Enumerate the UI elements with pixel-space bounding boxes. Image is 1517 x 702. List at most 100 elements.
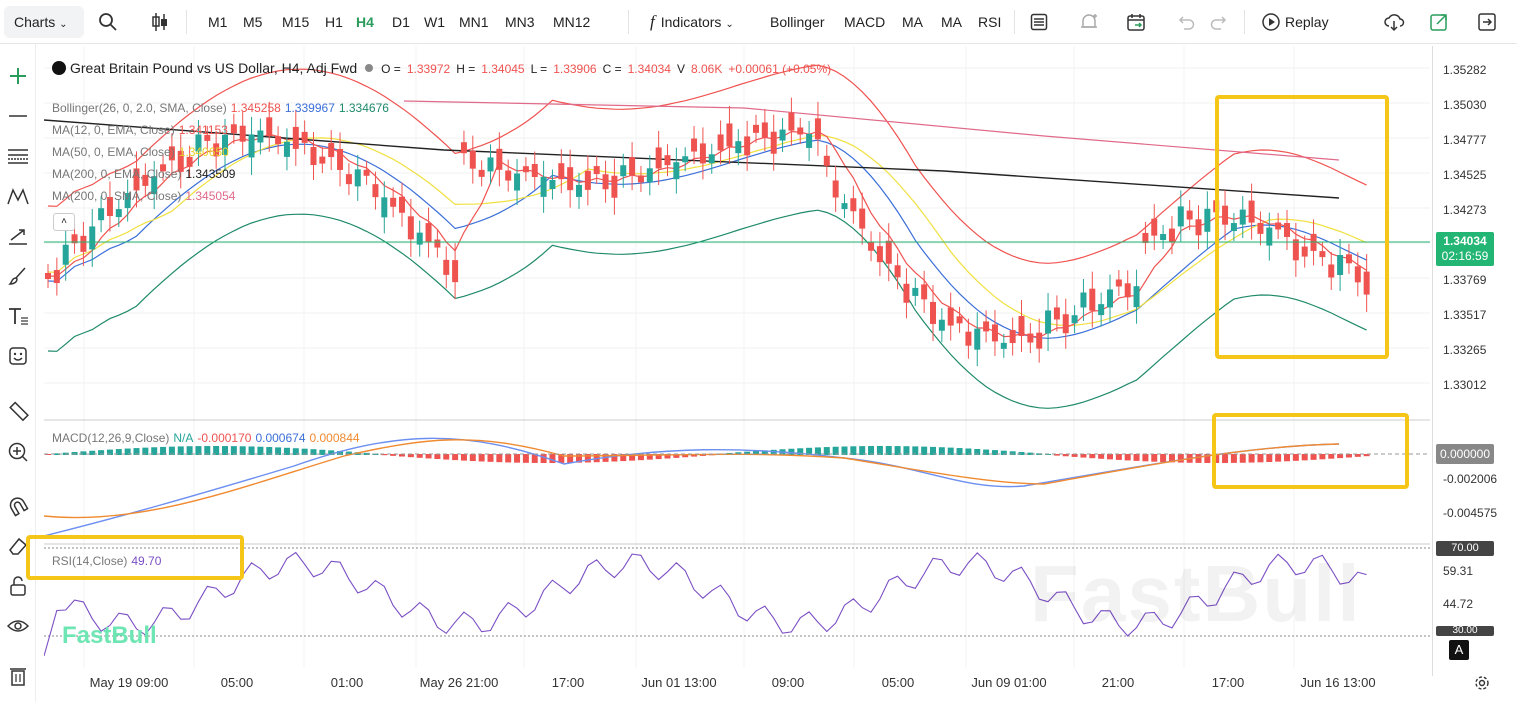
tf-m1[interactable]: M1: [208, 14, 228, 30]
candle-body: [629, 157, 636, 176]
candle-body: [885, 240, 892, 264]
candle-body: [407, 216, 414, 240]
horizontal-line-icon[interactable]: [6, 104, 30, 128]
macd-histogram-bar: [257, 446, 264, 455]
trend-line-icon[interactable]: [6, 224, 30, 248]
share-icon[interactable]: [1428, 11, 1450, 33]
emoji-icon[interactable]: [6, 344, 30, 368]
candle-body: [1098, 304, 1105, 316]
charts-menu-button[interactable]: Charts ⌄: [4, 6, 84, 38]
indicator-rsi[interactable]: RSI: [978, 14, 1002, 30]
macd-histogram-bar: [1080, 454, 1087, 458]
top-toolbar: Charts ⌄ M1 M5 M15 H1 H4 D1 W1 MN1 MN3 M…: [0, 0, 1517, 44]
candle-body: [1363, 271, 1370, 295]
candle-body: [505, 170, 512, 181]
legend-macd[interactable]: MACD(12,26,9,Close) N/A -0.000170 0.000674 0…: [52, 431, 364, 445]
calendar-icon[interactable]: [1125, 11, 1147, 33]
macd-histogram-bar: [814, 447, 821, 455]
tf-h1[interactable]: H1: [325, 14, 343, 30]
candle-body: [921, 284, 928, 300]
legend-bollinger[interactable]: Bollinger(26, 0, 2.0, SMA, Close) 1.34525…: [52, 101, 393, 115]
legend-ma200-sma[interactable]: MA(200, 0, SMA, Close) 1.345054: [52, 189, 239, 203]
auto-scale-button[interactable]: A: [1449, 640, 1469, 660]
search-icon[interactable]: [96, 10, 120, 34]
macd-histogram-bar: [514, 454, 521, 463]
crosshair-icon[interactable]: [6, 64, 30, 88]
indicators-button[interactable]: f Indicators ⌄: [650, 0, 734, 44]
brush-icon[interactable]: [6, 264, 30, 288]
legend-ma50[interactable]: MA(50, 0, EMA, Close) 1.340650: [52, 145, 233, 159]
legend-rsi[interactable]: RSI(14,Close) 49.70: [52, 554, 165, 568]
tf-d1[interactable]: D1: [392, 14, 410, 30]
template-icon[interactable]: [1028, 11, 1050, 33]
price-chart[interactable]: [44, 46, 1430, 668]
fibonacci-icon[interactable]: [6, 144, 30, 168]
legend-ma12[interactable]: MA(12, 0, EMA, Close) 1.341153: [52, 123, 232, 137]
macd-histogram-bar: [1160, 454, 1167, 463]
candle-body: [540, 176, 547, 197]
lock-icon[interactable]: [6, 574, 30, 598]
indicator-bollinger[interactable]: Bollinger: [770, 14, 825, 30]
candle-body: [363, 169, 370, 176]
exit-fullscreen-icon[interactable]: [1476, 11, 1498, 33]
macd-histogram-bar: [753, 451, 759, 455]
time-axis[interactable]: May 19 09:00 05:00 01:00 May 26 21:00 17…: [44, 668, 1430, 702]
indicator-ma-1[interactable]: MA: [902, 14, 923, 30]
candlestick-type-icon[interactable]: [148, 10, 172, 34]
candle-body: [770, 131, 777, 154]
ma12-line: [47, 130, 1367, 339]
candle-body: [930, 301, 936, 324]
collapse-legend-button[interactable]: ˄: [53, 213, 75, 231]
tf-m15[interactable]: M15: [282, 14, 310, 30]
redo-icon[interactable]: [1207, 11, 1229, 33]
eraser-icon[interactable]: [6, 534, 30, 558]
indicator-macd[interactable]: MACD: [844, 14, 886, 30]
highlight-box-price: [1215, 95, 1389, 359]
text-tool-icon[interactable]: [6, 304, 30, 328]
tf-mn1[interactable]: MN1: [459, 14, 489, 30]
chevron-up-icon: ˄: [61, 216, 67, 227]
macd-histogram-bar: [1275, 454, 1282, 462]
macd-histogram-bar: [1310, 454, 1317, 460]
magnet-icon[interactable]: [6, 494, 30, 518]
macd-histogram-bar: [974, 449, 981, 455]
zoom-in-icon[interactable]: [6, 440, 30, 464]
pattern-icon[interactable]: [6, 184, 30, 208]
tf-w1[interactable]: W1: [424, 14, 445, 30]
macd-histogram-bar: [1319, 454, 1326, 460]
alert-bell-icon[interactable]: [1078, 11, 1100, 33]
tf-mn3[interactable]: MN3: [505, 14, 535, 30]
candle-body: [514, 173, 521, 191]
candle-body: [1115, 279, 1122, 287]
ma200-sma-line: [403, 100, 1340, 161]
replay-icon[interactable]: [1260, 11, 1282, 33]
tf-mn12[interactable]: MN12: [553, 14, 591, 30]
legend-ma200-ema[interactable]: MA(200, 0, EMA, Close) 1.343509: [52, 167, 239, 181]
candle-body: [372, 184, 379, 198]
ma50-line: [47, 134, 1367, 327]
candle-body: [1053, 307, 1060, 320]
cloud-download-icon[interactable]: [1382, 11, 1406, 33]
macd-na: N/A: [173, 431, 194, 445]
macd-histogram-bar: [292, 448, 299, 455]
candle-body: [186, 156, 193, 167]
candle-body: [549, 180, 556, 190]
tf-m5[interactable]: M5: [243, 14, 263, 30]
candle-body: [912, 287, 919, 296]
settings-gear-icon[interactable]: [1472, 673, 1492, 693]
macd-histogram-bar: [416, 454, 423, 458]
price-axis[interactable]: 1.35282 1.35030 1.34777 1.34525 1.34273 …: [1432, 46, 1517, 676]
volume-value: 8.06K: [691, 62, 723, 76]
trash-icon[interactable]: [6, 664, 30, 688]
undo-icon[interactable]: [1176, 11, 1198, 33]
ma200e-label: MA(200, 0, EMA, Close): [52, 167, 182, 181]
ruler-icon[interactable]: [6, 399, 30, 423]
macd-histogram-bar: [682, 454, 689, 458]
tf-h4[interactable]: H4: [356, 14, 374, 30]
eye-icon[interactable]: [6, 614, 30, 638]
candle-body: [753, 124, 759, 133]
replay-button[interactable]: Replay: [1285, 14, 1329, 30]
candle-body: [1062, 314, 1069, 334]
indicator-ma-2[interactable]: MA: [941, 14, 962, 30]
time-label: Jun 16 13:00: [1300, 675, 1376, 690]
